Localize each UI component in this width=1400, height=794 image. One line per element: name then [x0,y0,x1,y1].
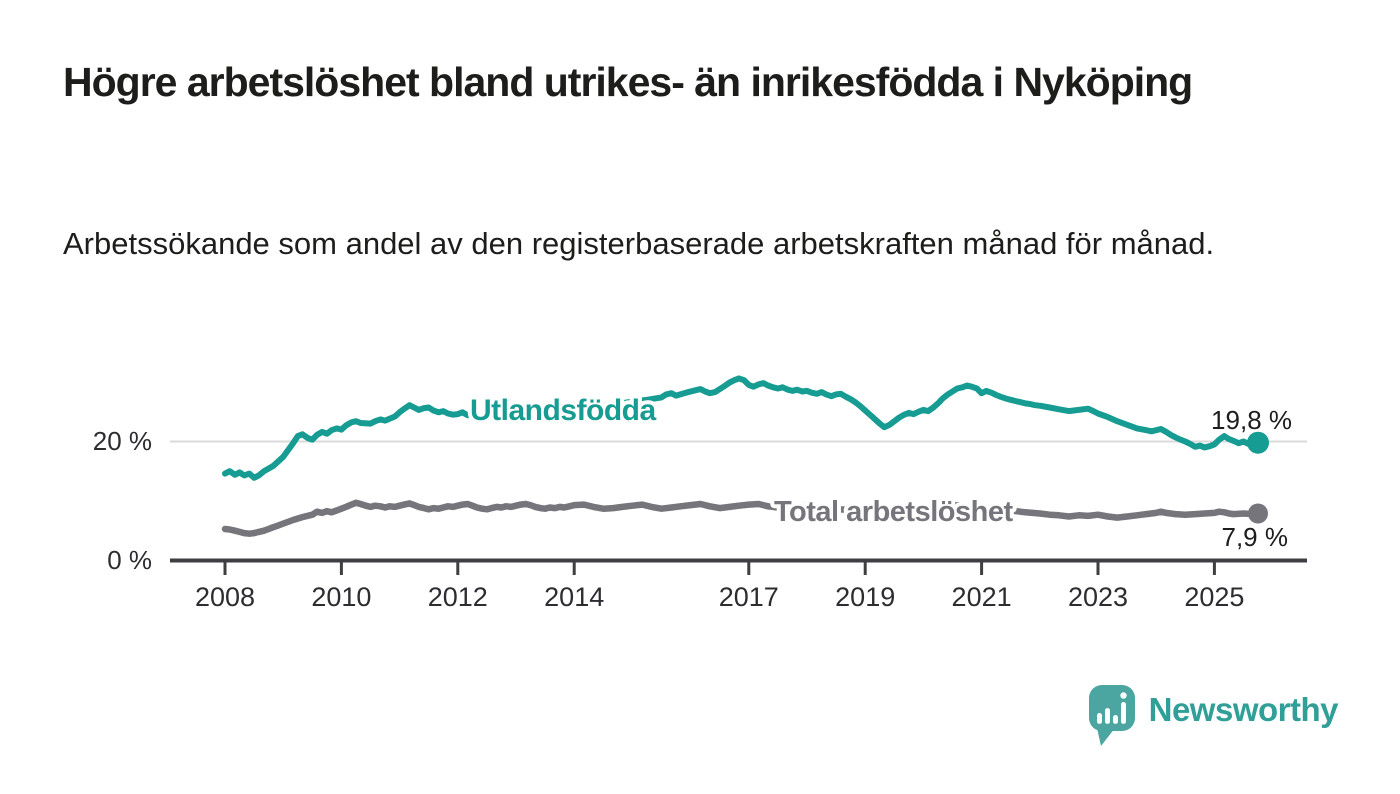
x-axis-labels: 2008 2010 2012 2014 2017 2019 2021 2023 2025 [195,582,1244,612]
newsworthy-wordmark: Newsworthy [1148,690,1339,728]
total-end-value: 7,9 % [1222,522,1289,552]
x-axis-label: 2008 [195,582,255,612]
x-axis-label: 2017 [719,582,779,612]
x-axis-ticks [223,562,1216,575]
x-axis-label: 2025 [1184,582,1244,612]
x-axis-label: 2019 [835,582,895,612]
utlandsfodda-series-label: Utlandsfödda [470,394,656,427]
x-axis-label: 2014 [544,582,604,612]
page-subtitle: Arbetssökande som andel av den registerb… [63,226,1215,261]
utlandsfodda-end-dot [1247,431,1269,454]
newsworthy-branding: Newsworthy [1088,684,1339,748]
y-axis-label-20: 20 % [93,426,152,456]
page-title: Högre arbetslöshet bland utrikes- än inr… [63,59,1193,105]
x-axis-label: 2010 [311,582,371,612]
newsworthy-logo-icon [1088,685,1135,746]
total-end-dot [1248,503,1268,524]
utlandsfodda-line [222,375,1261,481]
x-axis-label: 2012 [428,582,488,612]
x-axis-label: 2023 [1068,582,1128,612]
total-series-label: Total arbetslöshet [774,496,1013,528]
y-axis-label-0: 0 % [107,545,152,575]
total-arbetsloshet-line [221,499,1262,537]
utlandsfodda-end-value: 19,8 % [1211,405,1292,435]
x-axis-label: 2021 [952,582,1012,612]
